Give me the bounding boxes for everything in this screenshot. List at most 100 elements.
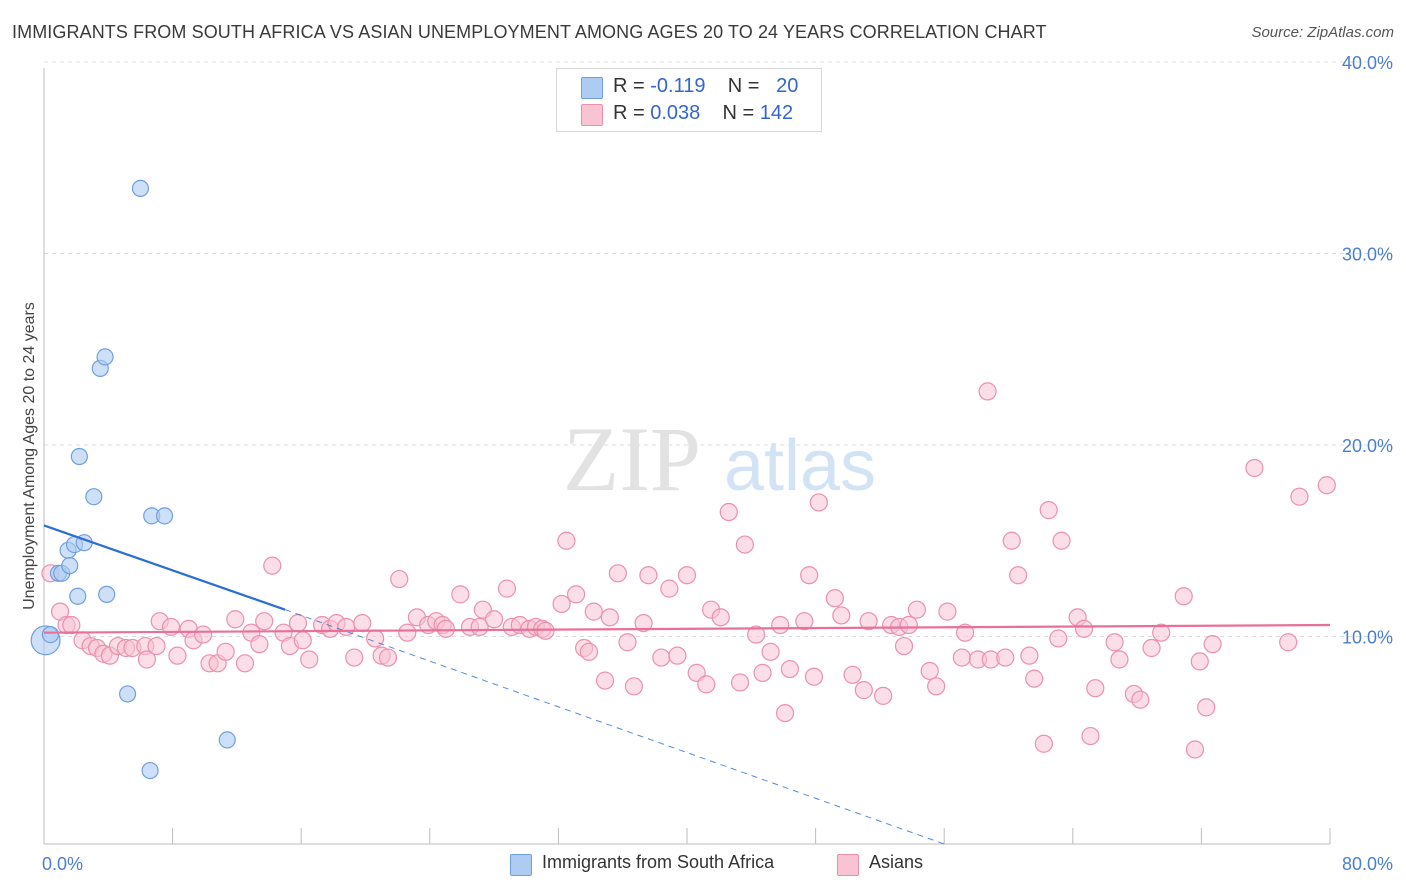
asians-point xyxy=(677,566,697,585)
asians-point xyxy=(1245,458,1264,478)
asians-point xyxy=(226,610,245,629)
asians-point xyxy=(711,608,730,627)
asians-point xyxy=(451,585,470,604)
asians-point xyxy=(1025,669,1044,688)
stats-n-label: N = xyxy=(722,102,760,124)
watermark: ZIP atlas xyxy=(563,408,876,510)
asians-point xyxy=(216,642,235,661)
stats-r-label: R = xyxy=(613,75,651,97)
south-africa-point xyxy=(98,585,116,603)
south-africa-point xyxy=(69,587,87,605)
asians-point xyxy=(1034,734,1053,753)
x-tick-labels: 0.0% 80.0% xyxy=(42,854,1393,874)
legend-swatch-asians xyxy=(837,854,859,876)
asians-point xyxy=(753,663,772,682)
asians-point xyxy=(1203,635,1222,654)
south-africa-point xyxy=(96,348,114,366)
asians-point xyxy=(366,629,385,648)
asians-point xyxy=(639,566,658,585)
asians-point xyxy=(832,606,851,625)
asians-point xyxy=(660,579,679,598)
asians-point xyxy=(353,613,372,633)
asians-point xyxy=(719,502,738,522)
asians-point xyxy=(634,613,653,633)
asians-point xyxy=(552,594,571,614)
asians-point xyxy=(843,665,862,684)
asians-point xyxy=(288,613,308,633)
asians-point xyxy=(1002,531,1021,550)
south-africa-point xyxy=(61,557,79,575)
asians-point xyxy=(1174,587,1193,606)
south-africa-point xyxy=(41,625,60,644)
asians-point xyxy=(780,659,799,679)
asians-point xyxy=(600,608,619,627)
asians-point xyxy=(825,589,844,608)
y-tick-label: 40.0% xyxy=(1342,53,1393,73)
asians-point xyxy=(345,648,364,667)
asians-point xyxy=(398,623,417,642)
asians-trend-line xyxy=(43,623,1331,634)
asians-point xyxy=(854,681,873,700)
axes xyxy=(43,68,1331,845)
asians-point xyxy=(996,648,1015,667)
asians-point xyxy=(300,650,319,669)
y-tick-label: 20.0% xyxy=(1342,436,1393,456)
stats-swatch-asians xyxy=(581,104,603,126)
asians-point xyxy=(730,673,750,692)
asians-point xyxy=(952,648,971,667)
south-africa-point xyxy=(131,179,150,197)
asians-point xyxy=(1197,698,1216,717)
asians-point xyxy=(1105,633,1124,652)
watermark-zip: ZIP xyxy=(563,408,701,510)
asians-point xyxy=(1131,690,1150,709)
asians-point xyxy=(955,623,975,642)
stats-swatch-south-africa xyxy=(581,77,603,99)
asians-point xyxy=(378,648,398,667)
asians-point xyxy=(795,612,814,631)
asians-point xyxy=(595,671,615,690)
asians-point xyxy=(978,382,997,401)
asians-point xyxy=(1052,531,1071,550)
south-africa-point xyxy=(85,488,103,506)
asians-point xyxy=(608,564,627,583)
asians-point xyxy=(235,654,255,673)
asians-point xyxy=(1142,638,1161,658)
asians-point xyxy=(485,610,504,629)
stats-r-value: 0.038 xyxy=(650,102,701,124)
asians-point xyxy=(1081,726,1100,746)
asians-point xyxy=(1279,633,1298,652)
asians-point xyxy=(584,602,603,621)
south-africa-point xyxy=(141,761,159,780)
asians-point xyxy=(250,635,269,654)
legend-swatch-south-africa xyxy=(510,854,532,876)
asians-point xyxy=(293,631,312,650)
asians-point xyxy=(938,602,957,621)
gridlines xyxy=(44,61,1392,637)
stats-r-label: R = xyxy=(613,102,651,124)
asians-point xyxy=(147,636,166,656)
asians-point xyxy=(579,642,599,661)
south-africa-point xyxy=(218,731,236,749)
x-tick-label: 80.0% xyxy=(1342,854,1393,874)
legend: Immigrants from South Africa Asians xyxy=(0,852,1406,878)
asians-point xyxy=(1185,740,1205,759)
asians-point xyxy=(255,612,274,631)
asians-point xyxy=(624,677,644,696)
asians-point xyxy=(859,612,878,631)
asians-point xyxy=(1110,650,1129,669)
asians-point xyxy=(804,667,824,686)
stats-n-label: N = xyxy=(727,75,765,97)
trend-lines xyxy=(43,524,1331,845)
legend-label: Immigrants from South Africa xyxy=(542,852,775,872)
asians-point xyxy=(920,661,939,681)
y-tick-label: 10.0% xyxy=(1342,628,1393,648)
stats-box: R = -0.119 N = 20 R = 0.038 N = 142 xyxy=(556,68,822,132)
y-tick-labels: 10.0% 20.0% 30.0% 40.0% xyxy=(1342,53,1393,648)
asians-point xyxy=(1290,487,1309,506)
asians-point xyxy=(899,615,918,635)
asians-point xyxy=(1152,623,1171,642)
legend-label: Asians xyxy=(869,852,924,872)
asians-point xyxy=(390,569,409,589)
asians-point xyxy=(775,703,795,723)
asians-point xyxy=(1317,476,1336,495)
